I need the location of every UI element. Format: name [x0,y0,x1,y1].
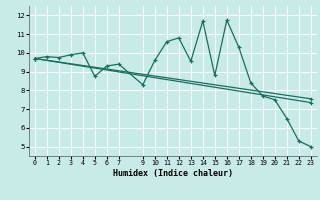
X-axis label: Humidex (Indice chaleur): Humidex (Indice chaleur) [113,169,233,178]
